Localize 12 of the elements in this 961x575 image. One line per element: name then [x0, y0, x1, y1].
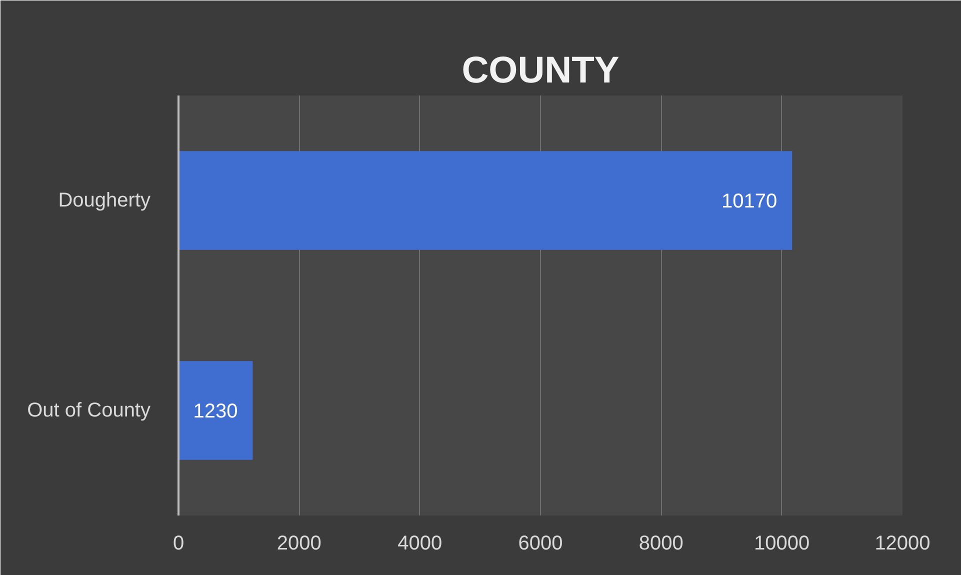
x-tick-label: 8000 — [638, 532, 684, 554]
chart-title: COUNTY — [462, 48, 620, 90]
x-tick-label: 0 — [172, 532, 184, 554]
x-tick-label: 4000 — [398, 532, 442, 554]
x-tick-label: 12000 — [874, 532, 930, 554]
data-label: 1230 — [193, 400, 238, 422]
x-tick-label: 6000 — [518, 532, 563, 554]
y-tick-label: Dougherty — [58, 190, 151, 212]
x-tick-label: 2000 — [276, 532, 322, 554]
y-tick-label: Out of County — [27, 400, 151, 422]
x-tick-label: 10000 — [754, 532, 810, 554]
data-label: 10170 — [721, 190, 778, 212]
